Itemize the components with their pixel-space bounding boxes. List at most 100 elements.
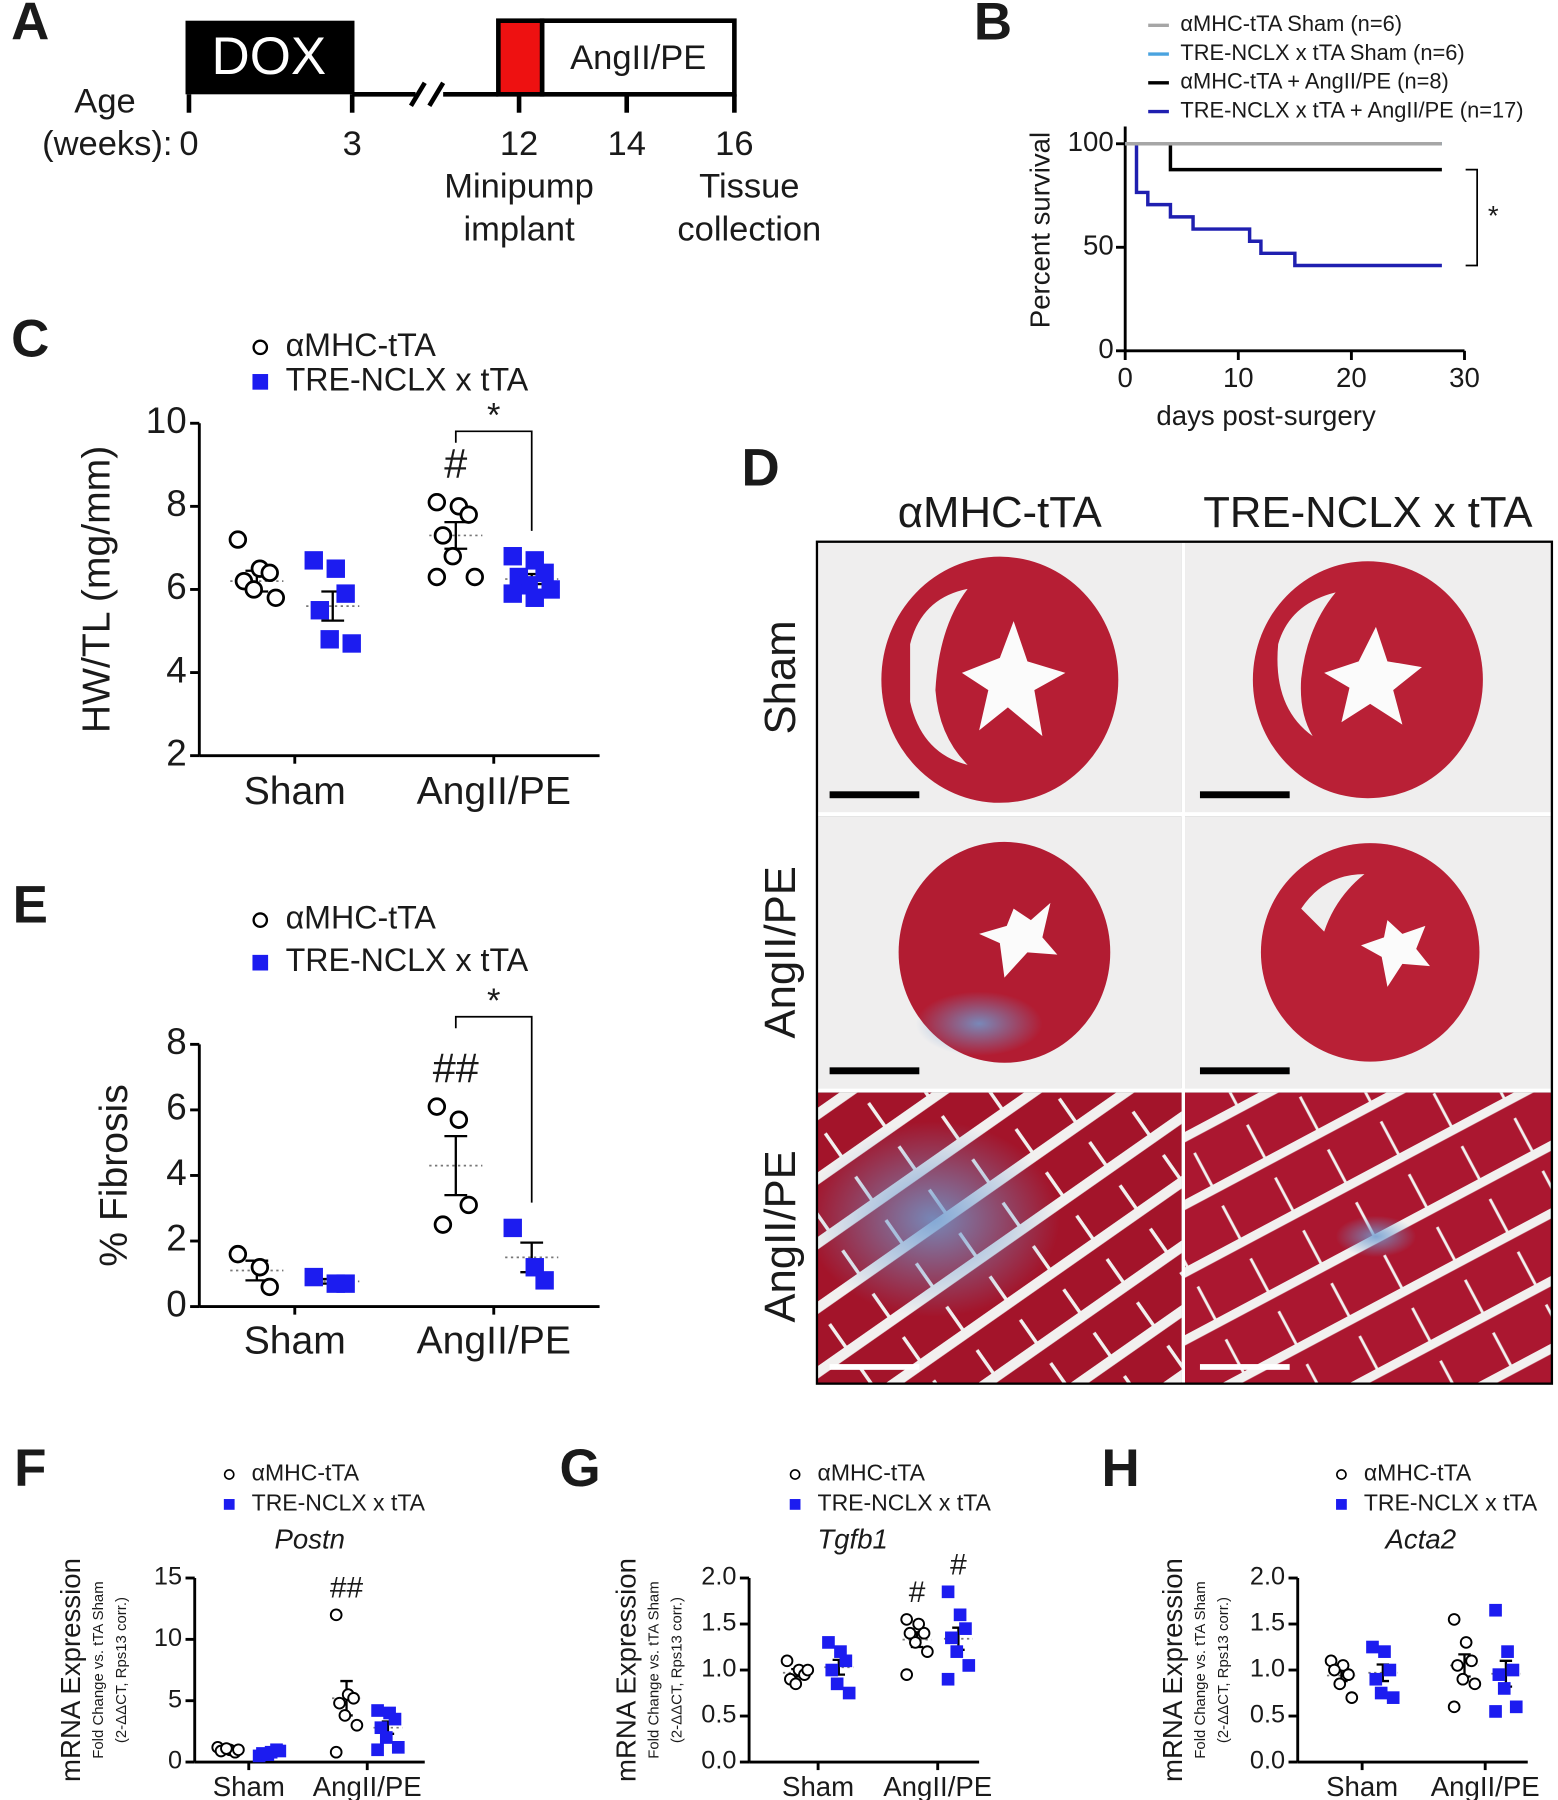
data-point [228, 1244, 248, 1264]
data-point [842, 1686, 856, 1700]
data-point [1509, 1700, 1523, 1714]
legend-label: αMHC-tTA [286, 327, 437, 363]
data-point [1451, 1659, 1464, 1672]
heart-lumen [1324, 626, 1422, 725]
chart-title: Postn [274, 1524, 345, 1555]
panel-label: D [741, 439, 779, 498]
data-point [1378, 1645, 1391, 1658]
data-point [1345, 1691, 1359, 1704]
data-point [443, 547, 462, 566]
data-point [260, 563, 279, 583]
y-axis-label: Percent survival [1025, 132, 1056, 328]
scale-bar [829, 1067, 920, 1075]
row-label: AngII/PE [756, 1150, 805, 1322]
data-point [941, 1672, 955, 1686]
y-tick-label: 1.0 [701, 1655, 736, 1683]
y-axis-label: mRNA Expression [55, 1558, 86, 1782]
data-point [789, 1677, 803, 1691]
y-axis-sublabel: (2-ΔΔCT, Rps13 corr.) [113, 1597, 130, 1743]
legend-label: αMHC-tTA + AngII/PE (n=8) [1180, 69, 1448, 94]
legend-marker [789, 1499, 801, 1510]
data-point [427, 493, 447, 512]
x-tick-label: Sham [244, 770, 346, 813]
event-label: collection [677, 210, 821, 248]
heart-lumen [910, 588, 968, 765]
data-point [900, 1668, 913, 1681]
y-tick-label: 10 [146, 400, 187, 441]
data-point [830, 1677, 844, 1691]
x-tick-label: 10 [1223, 362, 1254, 393]
tick-label: 3 [343, 125, 362, 163]
panel-label: E [13, 876, 48, 935]
row-label: Sham [756, 620, 805, 734]
annotation: ## [433, 1045, 479, 1091]
legend-marker [223, 1469, 235, 1480]
data-point [391, 1740, 405, 1754]
fibrosis [818, 1121, 1060, 1317]
y-axis-sublabel: (2-ΔΔCT, Rps13 corr.) [669, 1597, 686, 1743]
y-axis-sublabel: Fold Change vs. tTA Sham [646, 1581, 663, 1758]
data-point [503, 584, 522, 603]
data-point [917, 1626, 931, 1640]
data-point [900, 1613, 913, 1626]
data-point [525, 588, 544, 607]
legend-label: TRE-NCLX x tTA + AngII/PE (n=17) [1180, 97, 1523, 122]
data-point [912, 1617, 926, 1631]
x-tick-label: Sham [782, 1771, 854, 1800]
scale-bar [1199, 1067, 1290, 1075]
row-label: AngII/PE [756, 866, 805, 1038]
data-point [541, 580, 560, 599]
significance-bracket [1465, 168, 1479, 267]
data-point [338, 1709, 352, 1722]
data-point [1386, 1691, 1400, 1704]
scale-bar [829, 791, 920, 799]
data-point [1456, 1672, 1470, 1686]
data-point [388, 1712, 402, 1726]
heart-lumen [1360, 920, 1430, 987]
y-tick-label: 2.0 [701, 1563, 736, 1591]
y-tick-label: 4 [166, 649, 186, 690]
data-point [945, 1631, 958, 1645]
weeks-label: (weeks): [42, 125, 172, 163]
data-point [909, 1636, 922, 1649]
legend-label: αMHC-tTA [252, 1460, 360, 1486]
x-tick-label: AngII/PE [313, 1771, 422, 1800]
y-tick-label: 5 [168, 1685, 182, 1713]
x-tick-label: AngII/PE [883, 1771, 992, 1800]
significance-bracket [454, 1015, 533, 1203]
x-tick-label: AngII/PE [417, 1320, 571, 1363]
data-point [336, 584, 355, 603]
data-point [371, 1743, 384, 1757]
data-point [1366, 1640, 1379, 1654]
annotation: ## [330, 1571, 364, 1604]
panel-label: B [974, 0, 1012, 51]
column-label: TRE-NCLX x tTA [1203, 488, 1533, 537]
divider [818, 1088, 1551, 1093]
data-point [329, 1608, 343, 1622]
y-axis-label: mRNA Expression [1157, 1558, 1188, 1782]
data-point [1447, 1613, 1461, 1626]
data-point [329, 1745, 343, 1759]
x-tick-label: 0 [1118, 362, 1133, 393]
legend-label: αMHC-tTA [286, 900, 437, 936]
histology [815, 540, 1554, 1385]
dox-label: DOX [212, 27, 327, 86]
minipump-box [496, 18, 545, 97]
heart-section [1260, 843, 1480, 1062]
heart-lumen [979, 902, 1058, 978]
legend-label: αMHC-tTA [1364, 1460, 1472, 1486]
data-point [959, 1622, 972, 1635]
y-axis-sublabel: Fold Change vs. tTA Sham [1192, 1581, 1209, 1758]
data-point [342, 634, 361, 653]
data-point [535, 563, 554, 583]
y-tick-label: 15 [154, 1563, 182, 1591]
age-label: Age [74, 83, 135, 121]
legend-marker [1336, 1469, 1347, 1480]
data-point [304, 1267, 323, 1287]
significance-label: * [1488, 200, 1499, 231]
legend-marker [789, 1469, 801, 1480]
data-point [941, 1585, 955, 1599]
data-point [250, 1258, 270, 1277]
data-point [310, 601, 330, 620]
chart-title: Tgfb1 [817, 1524, 888, 1555]
